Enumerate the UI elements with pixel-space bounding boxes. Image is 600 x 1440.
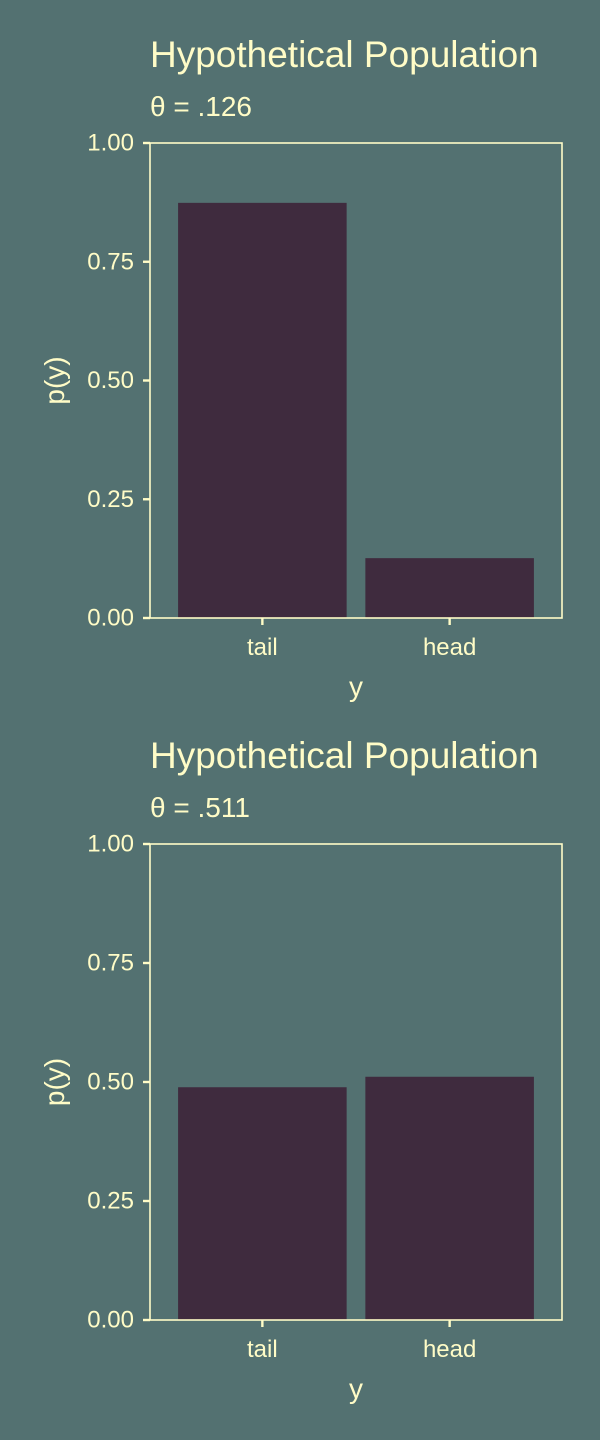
x-axis-title: y — [349, 1373, 363, 1404]
x-tick-label: tail — [247, 634, 278, 661]
bar-tail — [178, 202, 347, 618]
y-tick-label: 0.50 — [87, 367, 134, 394]
y-tick-label: 0.00 — [87, 605, 134, 632]
chart-panel-2: Hypothetical Population θ = .511 0.00 0.25 0… — [39, 735, 563, 1404]
y-tick-label: 0.75 — [87, 950, 134, 977]
x-tick-label: head — [423, 634, 476, 661]
y-tick-label: 0.50 — [87, 1069, 134, 1096]
bar-tail — [178, 1087, 347, 1320]
bar-head — [365, 558, 534, 618]
y-tick-label: 0.25 — [87, 1188, 134, 1215]
chart-panel-1: Hypothetical Population θ = .126 0.00 0.25 0… — [39, 34, 563, 702]
x-axis-title: y — [349, 671, 363, 702]
y-tick-label: 0.25 — [87, 486, 134, 513]
chart-subtitle: θ = .126 — [150, 91, 252, 122]
y-tick-label: 0.00 — [87, 1307, 134, 1334]
y-tick-label: 0.75 — [87, 248, 134, 275]
x-tick-label: tail — [247, 1336, 278, 1363]
y-tick-label: 1.00 — [87, 831, 134, 858]
y-tick-label: 1.00 — [87, 130, 134, 157]
chart-title: Hypothetical Population — [150, 34, 539, 75]
chart-subtitle: θ = .511 — [150, 792, 250, 823]
x-tick-label: head — [423, 1336, 476, 1363]
y-axis-title: p(y) — [39, 356, 70, 404]
y-axis-title: p(y) — [39, 1058, 70, 1106]
bar-head — [365, 1076, 534, 1320]
chart-title: Hypothetical Population — [150, 735, 539, 776]
